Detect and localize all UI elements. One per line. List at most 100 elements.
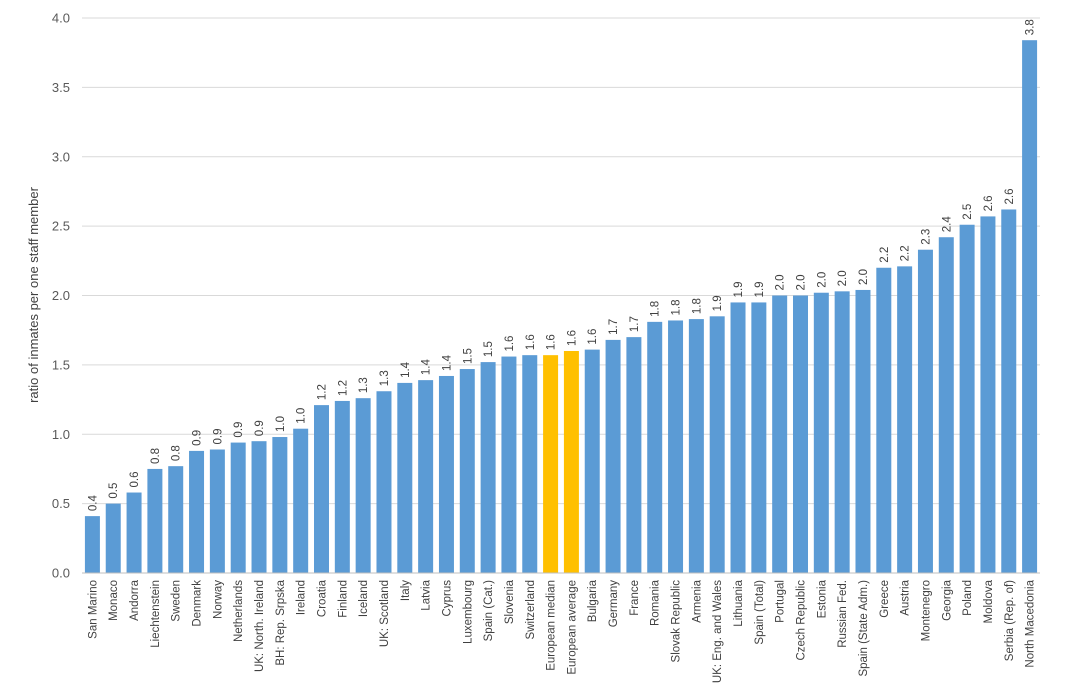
data-label: 2.0 [796,275,808,291]
data-label: 0.4 [87,495,99,512]
category-label: Finland [337,580,349,618]
bar [168,466,184,573]
data-label: 0.9 [254,420,266,436]
category-label: Estonia [816,579,828,618]
category-label: Ireland [296,580,308,615]
data-label: 1.7 [629,316,641,332]
data-label: 1.6 [566,330,578,346]
category-label: Latvia [421,579,433,610]
category-label: France [629,580,641,616]
category-label: Portugal [775,580,787,623]
bar [543,355,559,573]
data-label: 2.6 [983,195,995,211]
category-label: San Marino [87,580,99,639]
category-label: Bulgaria [587,579,599,622]
data-label: 2.6 [1004,188,1016,204]
data-label: 1.5 [462,348,474,364]
bar [605,339,621,573]
category-label: Luxembourg [462,580,474,644]
category-label: Switzerland [525,580,537,639]
bar [84,516,100,573]
y-tick-label: 3.0 [52,149,70,164]
data-label: 0.5 [108,483,120,499]
bar [980,216,996,573]
category-label: European median [546,580,558,671]
category-label: Croatia [317,579,329,617]
y-tick-label: 0.5 [52,496,70,511]
bar [813,292,829,573]
bar [397,382,413,573]
y-tick-label: 3.5 [52,80,70,95]
category-label: Spain (State Adm.) [858,580,870,677]
category-label: Iceland [358,580,370,617]
data-label: 1.4 [441,354,453,371]
category-label: Slovak Republic [671,580,683,663]
data-label: 3.8 [1025,19,1037,35]
bar [314,405,329,573]
bar [626,337,642,573]
data-label: 1.8 [691,298,703,314]
category-label: Italy [400,580,412,601]
y-tick-label: 2.0 [52,288,70,303]
bar [647,321,663,573]
x-axis-labels: San Marino Monaco Andorra Liechtenstein Swed… [87,579,1036,683]
bar [1001,209,1017,573]
data-label: 0.6 [129,472,141,488]
data-label: 2.0 [816,272,828,288]
y-axis-title: ratio of inmates per one staff member [26,186,41,402]
category-label: UK: Eng. and Wales [712,580,724,683]
data-label: 2.2 [879,247,891,263]
bar [855,289,871,573]
category-label: Cyprus [441,580,453,617]
bar [772,295,788,573]
bar [959,224,975,574]
data-label: 1.6 [525,334,537,350]
data-label: 1.9 [712,295,724,311]
bar [147,468,163,573]
category-label: Monaco [108,580,120,621]
data-label: 1.8 [671,299,683,315]
data-label: 1.9 [733,281,745,297]
bar [230,442,246,573]
bar [480,362,496,573]
category-label: Lithuania [733,579,745,626]
category-label: Moldova [983,579,995,623]
data-label: 1.8 [650,301,662,317]
y-tick-label: 0.0 [52,566,70,581]
data-label: 1.4 [400,361,412,378]
data-label: 2.2 [900,245,912,261]
category-label: Greece [879,580,891,618]
category-label: Russian Fed. [837,580,849,648]
data-label: 1.6 [546,334,558,350]
data-label: 2.3 [920,229,932,245]
y-tick-label: 4.0 [52,11,70,26]
bar [584,349,600,573]
bar [938,237,954,573]
bar [272,437,288,573]
bar [376,391,392,573]
bar [1022,40,1038,573]
bar [563,351,579,573]
data-label: 1.3 [379,370,391,386]
category-label: North Macedonia [1025,579,1037,667]
gridlines [82,17,1040,505]
data-label: 1.2 [317,384,329,400]
bars [84,40,1038,574]
category-label: Armenia [691,579,703,622]
bar [793,295,808,573]
bar [688,319,704,573]
data-label: 2.4 [941,216,953,233]
data-label: 0.9 [192,430,204,446]
y-axis-ticks: 0.0 0.5 1.0 1.5 2.0 2.5 3.0 3.5 4.0 [52,11,70,581]
data-label: 1.6 [504,336,516,352]
bar [209,449,225,573]
category-label: Liechtenstein [150,580,162,648]
data-label: 2.0 [775,275,787,291]
y-tick-label: 1.5 [52,357,70,372]
bar [251,441,267,573]
category-label: European average [566,580,578,675]
category-label: UK: North. Ireland [254,580,266,672]
bar [834,291,850,573]
data-label: 2.0 [858,269,870,285]
